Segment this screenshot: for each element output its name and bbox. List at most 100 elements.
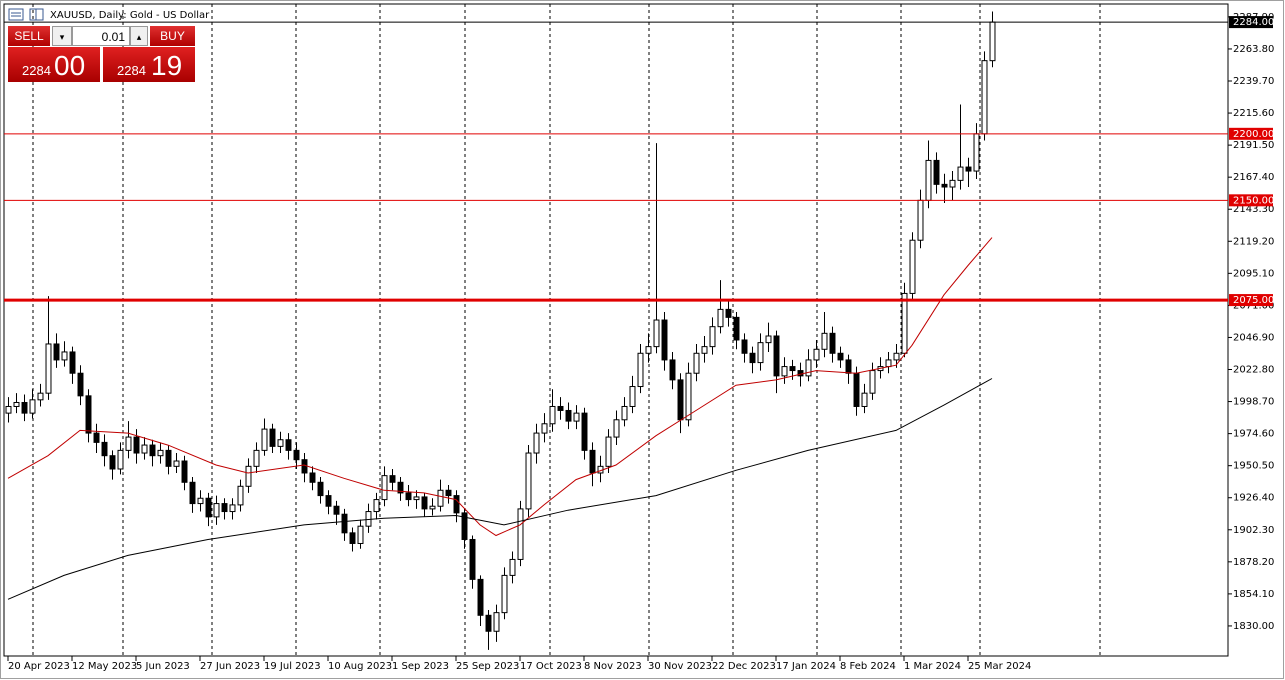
candle-body xyxy=(141,444,148,454)
candle-body xyxy=(293,449,300,461)
candle-body xyxy=(885,359,892,368)
candle-body xyxy=(501,574,508,614)
candle-body xyxy=(925,159,932,201)
price-level-tag xyxy=(1229,16,1273,29)
candle-body xyxy=(741,339,748,354)
candle-body xyxy=(533,432,540,454)
volume-input[interactable]: 0.01 xyxy=(72,26,130,46)
candle-body xyxy=(525,452,532,510)
x-tick-label: 20 Apr 2023 xyxy=(8,661,70,672)
candle-body xyxy=(253,449,260,467)
candle-body xyxy=(61,351,68,361)
sell-price[interactable]: 2284 00 xyxy=(8,47,100,82)
plot xyxy=(5,4,1101,656)
candle-body xyxy=(245,465,252,487)
candle-body xyxy=(693,352,700,374)
y-tick-label: 2215.60 xyxy=(1233,108,1274,119)
candle-body xyxy=(397,481,404,494)
y-tick-label: 2191.50 xyxy=(1233,140,1274,151)
buy-button[interactable]: BUY xyxy=(150,26,195,46)
candle-body xyxy=(197,497,204,505)
candle-body xyxy=(117,449,124,470)
y-tick-label: 2095.10 xyxy=(1233,268,1274,279)
candle-body xyxy=(109,455,116,470)
candle-body xyxy=(749,352,756,364)
candle-body xyxy=(189,481,196,505)
volume-down[interactable]: ▾ xyxy=(52,26,72,46)
candle-body xyxy=(269,428,276,447)
candle-body xyxy=(485,614,492,632)
x-tick-label: 8 Feb 2024 xyxy=(840,661,896,672)
price-level-tag xyxy=(1229,194,1273,207)
price-level-label: 2150.00 xyxy=(1233,195,1274,206)
candle-body xyxy=(437,489,444,507)
y-tick-label: 1902.30 xyxy=(1233,525,1274,536)
candle-body xyxy=(341,513,348,534)
x-tick-label: 17 Oct 2023 xyxy=(520,661,582,672)
candle-body xyxy=(733,316,740,341)
chart-title: XAUUSD, Daily: Gold - US Dollar xyxy=(50,10,210,21)
candle-body xyxy=(85,395,92,434)
x-tick-label: 17 Jan 2024 xyxy=(776,661,836,672)
candle-body xyxy=(701,346,708,354)
y-tick-label: 1974.60 xyxy=(1233,429,1274,440)
price-level-label: 2200.00 xyxy=(1233,129,1274,140)
y-tick-label: 1854.10 xyxy=(1233,589,1274,600)
x-tick-label: 19 Jul 2023 xyxy=(264,661,321,672)
candle-body xyxy=(461,512,468,540)
candle-body xyxy=(357,525,364,544)
y-tick-label: 2167.40 xyxy=(1233,172,1274,183)
y-tick-label: 2143.30 xyxy=(1233,204,1274,215)
candle-body xyxy=(157,449,164,457)
buy-price[interactable]: 2284 19 xyxy=(103,47,195,82)
candle-body xyxy=(205,497,212,518)
price-level-label: 2075.00 xyxy=(1233,295,1274,306)
y-tick-label: 1878.20 xyxy=(1233,557,1274,568)
candle-body xyxy=(173,460,180,467)
candle-body xyxy=(349,532,356,544)
candle-body xyxy=(477,578,484,616)
candle-body xyxy=(941,183,948,188)
candle-body xyxy=(661,319,668,361)
candle-body xyxy=(677,379,684,421)
y-tick-label: 2022.80 xyxy=(1233,365,1274,376)
plot-area xyxy=(3,3,1229,657)
candle-body xyxy=(221,503,228,513)
candle-body xyxy=(413,496,420,501)
candle-body xyxy=(69,351,76,374)
candle-body xyxy=(549,405,556,425)
candle-body xyxy=(773,335,780,377)
candle-body xyxy=(845,359,852,374)
price-digits: 00 xyxy=(54,50,86,81)
candle-body xyxy=(429,505,436,510)
header-icons xyxy=(8,8,44,21)
x-tick-label: 25 Mar 2024 xyxy=(968,661,1031,672)
candle-body xyxy=(285,439,292,451)
candle-body xyxy=(789,366,796,372)
volume-up[interactable]: ▴ xyxy=(130,26,148,46)
candle-body xyxy=(325,495,332,507)
candle-body xyxy=(509,558,516,576)
candle-body xyxy=(493,612,500,632)
candle-body xyxy=(989,21,996,62)
y-tick-label: 1998.70 xyxy=(1233,397,1274,408)
x-tick-label: 8 Nov 2023 xyxy=(584,661,642,672)
candle-body xyxy=(957,166,964,181)
candle-body xyxy=(645,346,652,354)
candle-body xyxy=(77,372,84,397)
sell-button[interactable]: SELL xyxy=(8,26,50,46)
price-prefix: 2284 xyxy=(117,63,146,78)
candle-body xyxy=(149,444,156,457)
candle-body xyxy=(965,166,972,172)
candle-body xyxy=(893,352,900,361)
candle-body xyxy=(421,496,428,510)
candle-body xyxy=(181,460,188,483)
candle-body xyxy=(813,348,820,361)
candle-body xyxy=(373,499,380,513)
y-tick-label: 1830.00 xyxy=(1233,621,1274,632)
y-tick-label: 1950.50 xyxy=(1233,461,1274,472)
candle-body xyxy=(133,436,140,454)
icon xyxy=(8,8,24,21)
